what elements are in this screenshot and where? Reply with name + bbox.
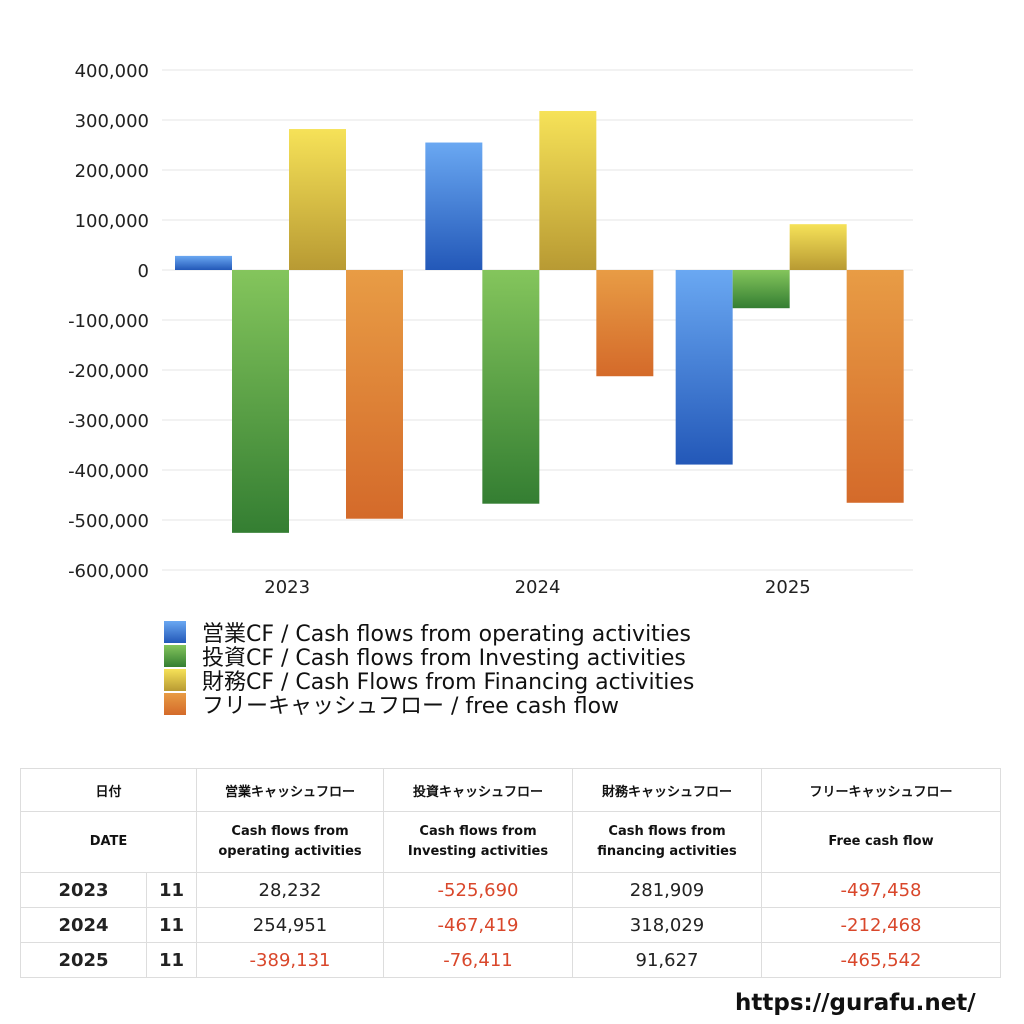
bar-free-2025 (846, 270, 904, 503)
bar-investing-2023 (232, 270, 289, 533)
row-year: 2023 (20, 872, 147, 908)
header-operating-jp: 営業キャッシュフロー (196, 768, 385, 812)
bar-financing-2024 (539, 110, 597, 270)
legend-item-free: フリーキャッシュフロー / free cash flow (164, 692, 694, 719)
header-operating-en: Cash flows from operating activities (196, 811, 385, 873)
y-tick-label: -500,000 (68, 511, 149, 532)
bars (175, 110, 904, 533)
row-year: 2024 (20, 907, 147, 943)
header-line: financing activities (597, 844, 737, 859)
y-tick-label: -600,000 (68, 561, 149, 582)
cell-free: -212,468 (761, 907, 1002, 943)
y-tick-label: -400,000 (68, 461, 149, 482)
cell-investing: -525,690 (383, 872, 574, 908)
bar-financing-2025 (789, 224, 847, 270)
cell-financing: 91,627 (572, 942, 763, 978)
legend-label: 営業CF / Cash flows from operating activit… (202, 622, 691, 647)
cell-operating: 28,232 (196, 872, 385, 908)
y-tick-label: 300,000 (75, 111, 149, 132)
header-investing-en: Cash flows from Investing activities (383, 811, 574, 873)
bar-operating-2025 (675, 270, 733, 465)
header-line: Investing activities (407, 844, 549, 859)
legend-item-investing: 投資CF / Cash flows from Investing activit… (164, 644, 694, 671)
cash-flow-table: 日付 営業キャッシュフロー 投資キャッシュフロー 財務キャッシュフロー フリーキ… (19, 768, 1002, 978)
x-tick-label: 2024 (515, 577, 561, 598)
header-financing-en: Cash flows from financing activities (572, 811, 763, 873)
row-month: 11 (145, 907, 198, 943)
cell-operating: -389,131 (196, 942, 385, 978)
bar-free-2024 (596, 270, 654, 377)
legend-swatch-investing (164, 645, 186, 667)
y-axis: 400,000 300,000 200,000 100,000 0 -100,000 -20… (68, 61, 149, 582)
bar-financing-2023 (289, 129, 346, 270)
legend-swatch-free (164, 693, 186, 715)
header-free-en: Free cash flow (761, 811, 1002, 873)
header-date-jp: 日付 (19, 768, 198, 812)
y-tick-label: -200,000 (68, 361, 149, 382)
bar-free-2023 (346, 270, 403, 519)
bar-operating-2024 (425, 142, 483, 270)
bar-investing-2024 (482, 270, 540, 504)
header-investing-jp: 投資キャッシュフロー (383, 768, 574, 812)
cell-financing: 281,909 (572, 872, 763, 908)
cell-free: -465,542 (761, 942, 1002, 978)
x-axis: 2023 2024 2025 (264, 577, 810, 598)
cell-investing: -76,411 (383, 942, 574, 978)
y-tick-label: 0 (138, 261, 149, 282)
header-date-en: DATE (19, 811, 198, 873)
legend-item-operating: 営業CF / Cash flows from operating activit… (164, 620, 694, 647)
header-line: Cash flows from (419, 824, 537, 839)
cash-flow-bar-chart: 400,000 300,000 200,000 100,000 0 -100,000 -20… (68, 61, 913, 598)
y-tick-label: 400,000 (75, 61, 149, 82)
header-line: operating activities (218, 844, 362, 859)
legend: 営業CF / Cash flows from operating activit… (164, 620, 694, 719)
table-row: 2023 11 28,232 -525,690 281,909 -497,458 (20, 872, 1002, 908)
cell-investing: -467,419 (383, 907, 574, 943)
legend-item-financing: 財務CF / Cash Flows from Financing activit… (164, 668, 694, 695)
bar-operating-2023 (175, 255, 232, 270)
header-line: Cash flows from (231, 824, 349, 839)
legend-swatch-financing (164, 669, 186, 691)
row-month: 11 (145, 942, 198, 978)
header-free-jp: フリーキャッシュフロー (761, 768, 1002, 812)
legend-swatch-operating (164, 621, 186, 643)
legend-label: フリーキャッシュフロー / free cash flow (202, 694, 620, 719)
cell-operating: 254,951 (196, 907, 385, 943)
header-line: Cash flows from (608, 824, 726, 839)
x-tick-label: 2023 (264, 577, 310, 598)
y-tick-label: 100,000 (75, 211, 149, 232)
y-tick-label: -300,000 (68, 411, 149, 432)
row-month: 11 (145, 872, 198, 908)
legend-label: 投資CF / Cash flows from Investing activit… (202, 646, 686, 671)
table-header-jp: 日付 営業キャッシュフロー 投資キャッシュフロー 財務キャッシュフロー フリーキ… (19, 768, 1002, 812)
y-tick-label: -100,000 (68, 311, 149, 332)
legend-label: 財務CF / Cash Flows from Financing activit… (202, 670, 695, 695)
cell-free: -497,458 (761, 872, 1002, 908)
bar-investing-2025 (732, 270, 790, 309)
x-tick-label: 2025 (765, 577, 811, 598)
table-header-en: DATE Cash flows from operating activities… (19, 811, 1002, 873)
y-tick-label: 200,000 (75, 161, 149, 182)
site-url[interactable]: https://gurafu.net/ (735, 990, 976, 1016)
row-year: 2025 (20, 942, 147, 978)
table-row: 2024 11 254,951 -467,419 318,029 -212,46… (20, 907, 1002, 943)
header-financing-jp: 財務キャッシュフロー (572, 768, 763, 812)
cell-financing: 318,029 (572, 907, 763, 943)
table-row: 2025 11 -389,131 -76,411 91,627 -465,542 (20, 942, 1002, 978)
